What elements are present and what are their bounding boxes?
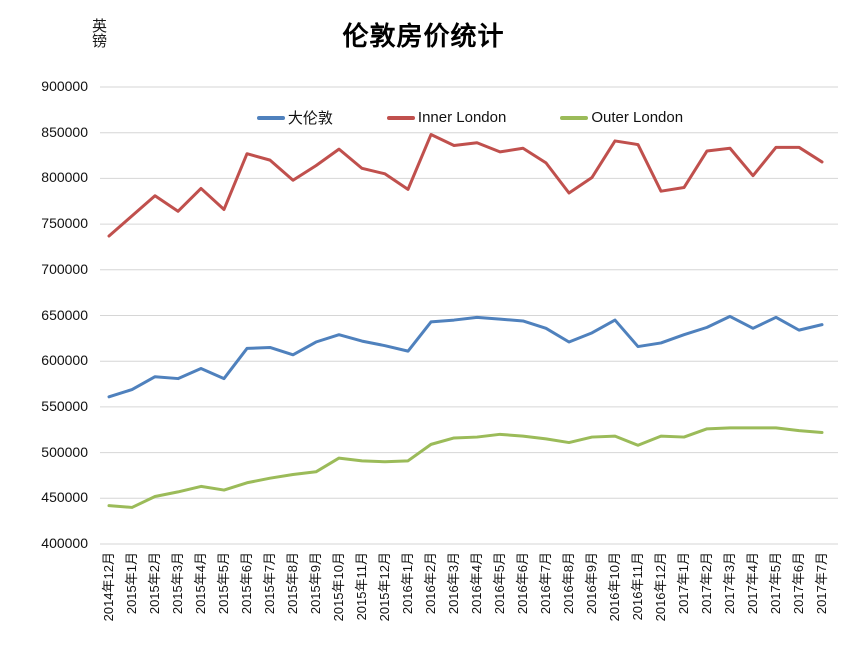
series-line-inner-london — [107, 133, 824, 238]
x-axis-label: 2016年3月 — [446, 552, 461, 615]
x-axis-label: 2015年4月 — [193, 552, 208, 615]
x-axis-label: 2015年12月 — [377, 552, 392, 622]
y-axis-label: 900000 — [41, 78, 88, 94]
x-axis-label: 2017年4月 — [745, 552, 760, 615]
y-axis-label: 800000 — [41, 169, 88, 186]
y-axis-label: 400000 — [41, 535, 88, 551]
x-axis-label: 2015年11月 — [354, 552, 369, 621]
y-axis-label: 600000 — [41, 352, 88, 369]
x-axis-label: 2017年6月 — [791, 552, 806, 615]
x-axis-label: 2016年5月 — [492, 552, 507, 615]
x-axis-label: 2015年6月 — [239, 552, 254, 615]
legend-item-outer-london: Outer London — [560, 109, 683, 126]
x-axis-label: 2015年9月 — [308, 552, 323, 615]
x-axis-label: 2017年5月 — [768, 552, 783, 615]
legend-item-inner-london: Inner London — [386, 109, 507, 126]
x-axis-label: 2017年3月 — [722, 552, 737, 615]
x-axis-label: 2015年2月 — [147, 552, 162, 615]
x-axis-label: 2015年10月 — [331, 552, 346, 622]
series-line-outer-london — [107, 426, 824, 509]
legend-line-swatch — [256, 115, 285, 120]
x-axis-label: 2015年1月 — [124, 552, 139, 615]
y-axis-label: 750000 — [41, 215, 88, 232]
x-axis-label: 2016年1月 — [400, 552, 415, 615]
y-axis-label: 550000 — [41, 397, 88, 414]
x-axis-label: 2015年5月 — [216, 552, 231, 615]
x-axis-label: 2016年11月 — [630, 552, 645, 621]
x-axis-label: 2015年7月 — [262, 552, 277, 615]
legend-line-swatch — [560, 115, 589, 120]
x-axis-label: 2015年8月 — [285, 552, 300, 615]
x-axis-label: 2017年1月 — [676, 552, 691, 615]
x-axis-label: 2016年10月 — [607, 552, 622, 622]
chart-title: 伦敦房价统计 — [342, 21, 505, 51]
y-axis-label: 700000 — [41, 260, 88, 277]
x-axis-label: 2016年6月 — [515, 552, 530, 615]
x-axis-label: 2016年2月 — [423, 552, 438, 615]
y-axis-label: 500000 — [41, 443, 88, 460]
legend-line-swatch — [386, 115, 415, 120]
y-axis-label: 850000 — [41, 123, 88, 140]
x-axis-label: 2017年7月 — [814, 552, 829, 615]
x-axis-label: 2014年12月 — [101, 552, 116, 622]
x-axis-label: 2016年12月 — [653, 552, 668, 622]
legend-label: 大伦敦 — [287, 110, 333, 127]
x-axis-label: 2016年7月 — [538, 552, 553, 615]
y-axis-label: 450000 — [41, 489, 88, 506]
chart-legend: 大伦敦 Inner London Outer London — [100, 107, 840, 128]
x-axis-label: 2016年8月 — [561, 552, 576, 615]
x-axis-label: 2017年2月 — [699, 552, 714, 615]
x-axis-label: 2016年9月 — [584, 552, 599, 615]
legend-item-大伦敦: 大伦敦 — [256, 107, 333, 128]
series-line-大伦敦 — [107, 314, 824, 399]
legend-label: Outer London — [591, 109, 684, 126]
y-axis-unit-label: 英镑 — [90, 18, 107, 48]
x-axis-label: 2016年4月 — [469, 552, 484, 615]
legend-label: Inner London — [417, 109, 507, 126]
x-axis-label: 2015年3月 — [170, 552, 185, 615]
y-axis-label: 650000 — [41, 306, 88, 323]
